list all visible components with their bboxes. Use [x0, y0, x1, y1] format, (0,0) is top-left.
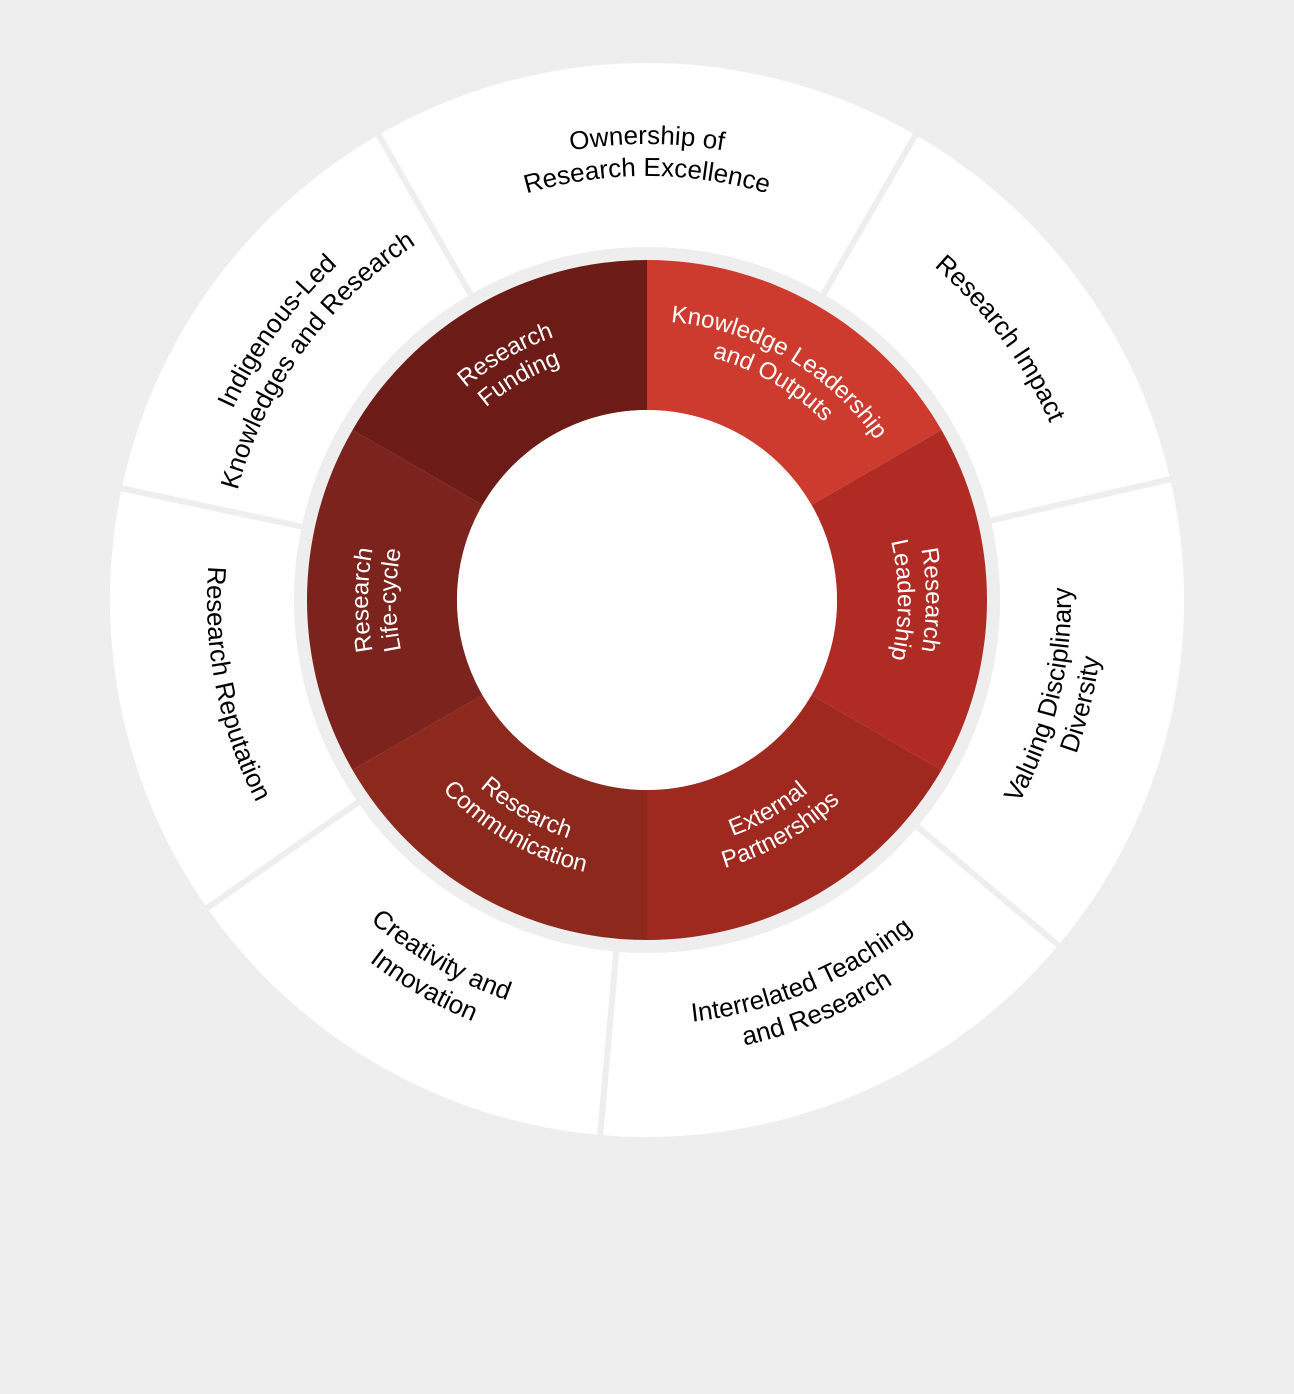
segment-label: Research: [347, 546, 379, 655]
segment-label: Research: [915, 546, 947, 655]
radial-diagram: Ownership ofResearch ExcellenceResearch …: [0, 0, 1294, 1394]
